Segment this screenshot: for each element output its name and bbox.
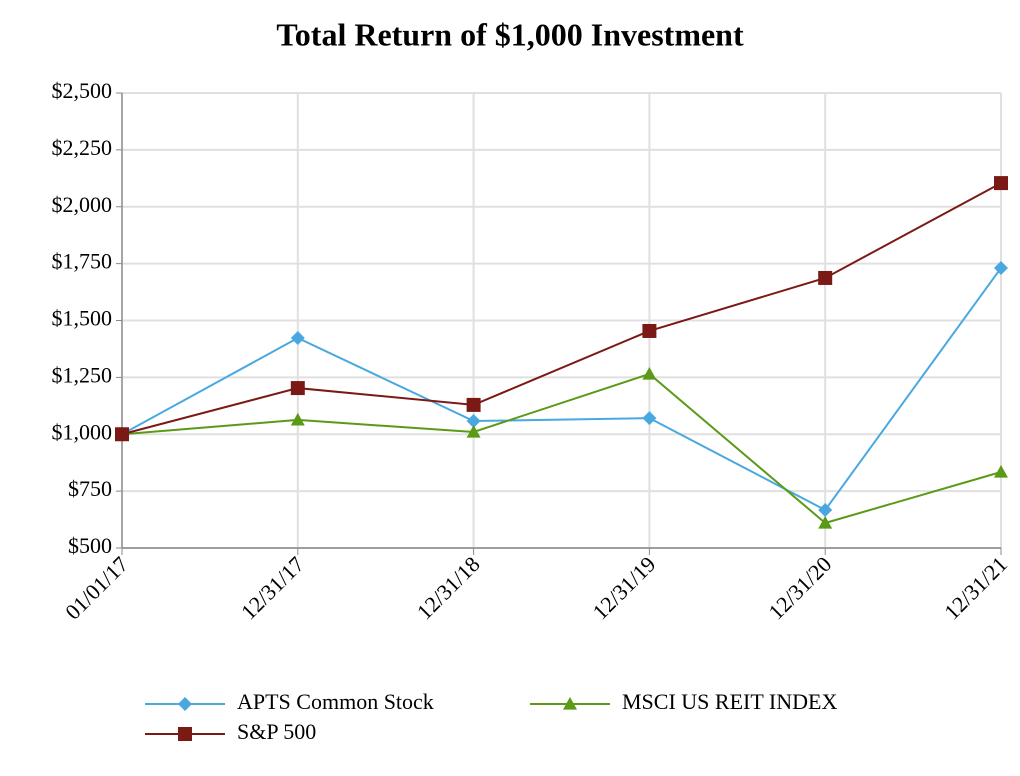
marker (290, 331, 305, 346)
marker (642, 366, 657, 380)
marker (642, 411, 657, 426)
legend-marker (178, 697, 192, 711)
marker (466, 414, 481, 429)
marker (818, 515, 833, 529)
marker (642, 323, 657, 338)
y-tick-label: $1,500 (52, 306, 113, 331)
y-tick-label: $2,500 (52, 78, 113, 103)
x-tick-label: 12/31/21 (939, 551, 1012, 624)
x-tick-label: 12/31/17 (236, 551, 309, 624)
line (121, 372, 1002, 525)
legend-label: MSCI US REIT INDEX (622, 689, 837, 714)
marker (994, 176, 1008, 191)
line (121, 267, 1002, 512)
legend-marker (178, 727, 192, 741)
x-tick-label: 12/31/18 (412, 551, 485, 624)
y-tick-label: $1,250 (52, 362, 113, 387)
legend-label: S&P 500 (237, 719, 316, 744)
marker (994, 260, 1008, 275)
marker (818, 503, 833, 518)
y-tick-label: $2,000 (52, 192, 113, 217)
legend-label: APTS Common Stock (237, 689, 434, 714)
line (121, 182, 1002, 436)
marker (818, 270, 833, 285)
y-tick-label: $1,000 (52, 419, 113, 444)
y-tick-label: $1,750 (52, 249, 113, 274)
marker (290, 412, 305, 426)
marker (994, 465, 1008, 478)
y-tick-label: $500 (68, 533, 112, 558)
marker (466, 397, 481, 412)
y-tick-label: $2,250 (52, 135, 113, 160)
legend-marker (563, 697, 577, 710)
marker (115, 427, 129, 442)
x-tick-label: 01/01/17 (60, 551, 133, 624)
chart-title: Total Return of $1,000 Investment (276, 16, 744, 52)
y-tick-label: $750 (68, 476, 112, 501)
x-tick-label: 12/31/20 (763, 551, 836, 624)
x-tick-label: 12/31/19 (588, 551, 661, 624)
marker (290, 381, 305, 396)
marker (466, 424, 481, 438)
